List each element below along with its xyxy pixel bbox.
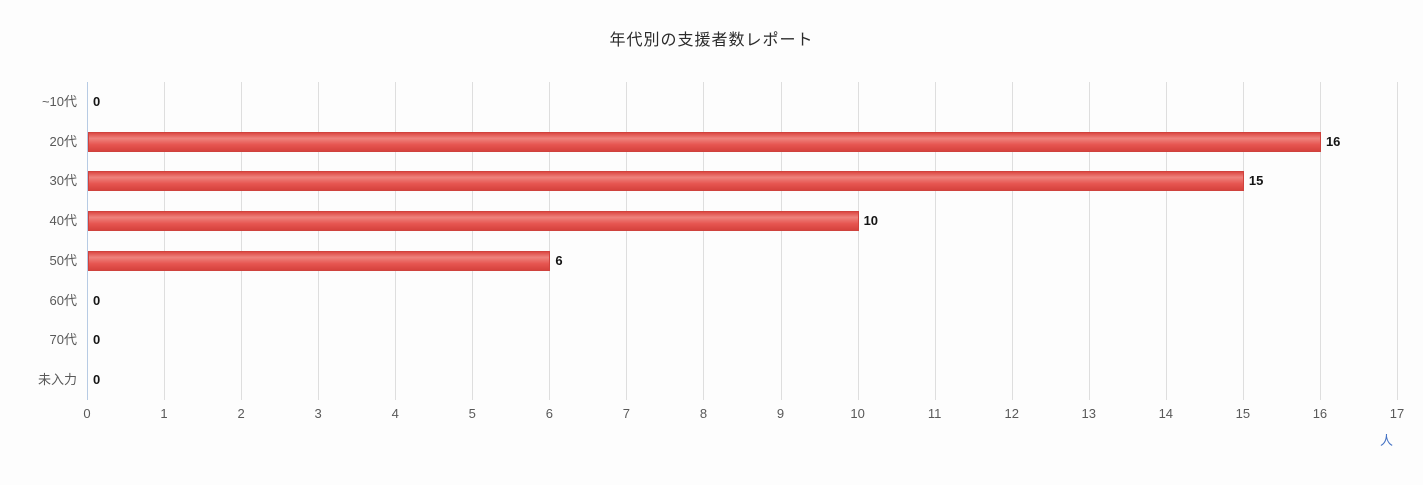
x-tick-label: 3: [314, 406, 322, 421]
chart-title: 年代別の支援者数レポート: [609, 32, 814, 49]
x-tick-label: 14: [1158, 406, 1174, 421]
bar-value-label: 15: [1248, 173, 1264, 189]
x-tick-label: 6: [545, 406, 553, 421]
bar-value-label: 10: [863, 213, 879, 229]
bar: [88, 171, 1244, 192]
bar-value-label: 0: [93, 332, 101, 348]
bar: [88, 131, 1321, 152]
gridline: [1011, 82, 1013, 400]
x-tick-label: 11: [927, 406, 942, 421]
gridline: [934, 82, 936, 400]
y-category-label: ~10代: [41, 93, 77, 109]
y-category-label: 20代: [49, 133, 77, 149]
gridline: [395, 82, 397, 400]
x-tick-label: 9: [776, 406, 785, 421]
bar-value-label: 16: [1325, 133, 1341, 149]
y-category-label: 未入力: [37, 372, 77, 388]
gridline: [780, 82, 782, 400]
x-tick-label: 2: [237, 406, 245, 421]
x-tick-label: 0: [83, 406, 91, 421]
x-tick-label: 8: [699, 406, 708, 421]
gridline: [472, 82, 474, 400]
gridline: [549, 82, 551, 400]
gridline: [703, 82, 705, 400]
x-axis-unit-label: 人: [1380, 433, 1394, 448]
bar-value-label: 6: [555, 252, 563, 268]
x-tick-label: 10: [850, 406, 865, 421]
x-tick-label: 4: [391, 406, 399, 421]
x-tick-label: 17: [1389, 406, 1405, 421]
y-category-label: 50代: [49, 252, 77, 268]
gridline: [1397, 82, 1398, 400]
bar: [88, 250, 551, 271]
y-category-label: 70代: [49, 332, 77, 348]
y-category-label: 30代: [49, 173, 77, 189]
x-tick-label: 13: [1081, 406, 1096, 421]
y-category-label: 60代: [49, 292, 77, 308]
y-category-label: 40代: [49, 213, 77, 229]
x-tick-label: 15: [1235, 406, 1251, 421]
bar-value-label: 0: [93, 93, 101, 109]
gridline: [857, 82, 859, 400]
x-tick-label: 12: [1004, 406, 1019, 421]
y-axis-line: [87, 82, 88, 400]
gridline: [318, 82, 320, 400]
gridline: [1165, 82, 1167, 400]
gridline: [1319, 82, 1321, 400]
gridline: [626, 82, 628, 400]
x-tick-label: 7: [622, 406, 631, 421]
gridline: [241, 82, 243, 400]
x-tick-label: 16: [1312, 406, 1328, 421]
gridline: [1242, 82, 1244, 400]
bar-value-label: 0: [93, 372, 101, 388]
bar: [88, 211, 859, 232]
x-tick-label: 1: [160, 406, 168, 421]
gridline: [1088, 82, 1090, 400]
bar-value-label: 0: [93, 292, 101, 308]
gridline: [164, 82, 166, 400]
x-tick-label: 5: [468, 406, 476, 421]
